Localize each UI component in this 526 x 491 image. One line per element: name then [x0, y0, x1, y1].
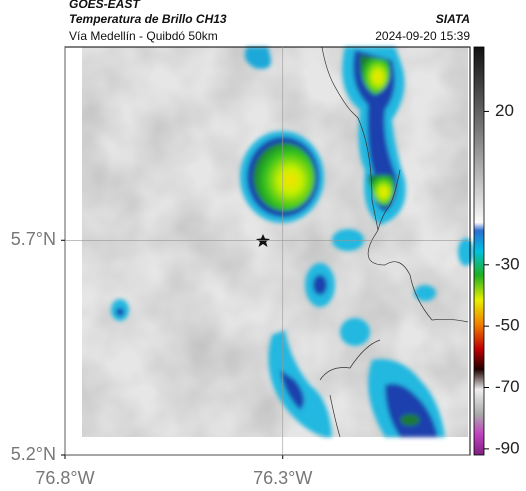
subtitle: Temperatura de Brillo CH13: [69, 12, 227, 26]
satellite-image: [82, 46, 474, 438]
x-tick-label: 76.8°W: [35, 468, 94, 488]
colorbar-label: 20: [495, 101, 514, 120]
colorbar: [473, 46, 485, 456]
title: GOES-EAST: [69, 0, 141, 11]
colorbar-label: -30: [495, 254, 520, 273]
colorbar-label: -90: [495, 438, 520, 457]
colorbar-label: -50: [495, 316, 520, 335]
timestamp: 2024-09-20 15:39: [375, 29, 470, 43]
y-tick-label: 5.2°N: [11, 444, 56, 464]
y-tick-label: 5.7°N: [11, 229, 56, 249]
colorbar-label: -70: [495, 377, 520, 396]
route: Vía Medellín - Quibdó 50km: [69, 29, 218, 43]
source: SIATA: [436, 12, 470, 26]
x-tick-label: 76.3°W: [253, 468, 312, 488]
